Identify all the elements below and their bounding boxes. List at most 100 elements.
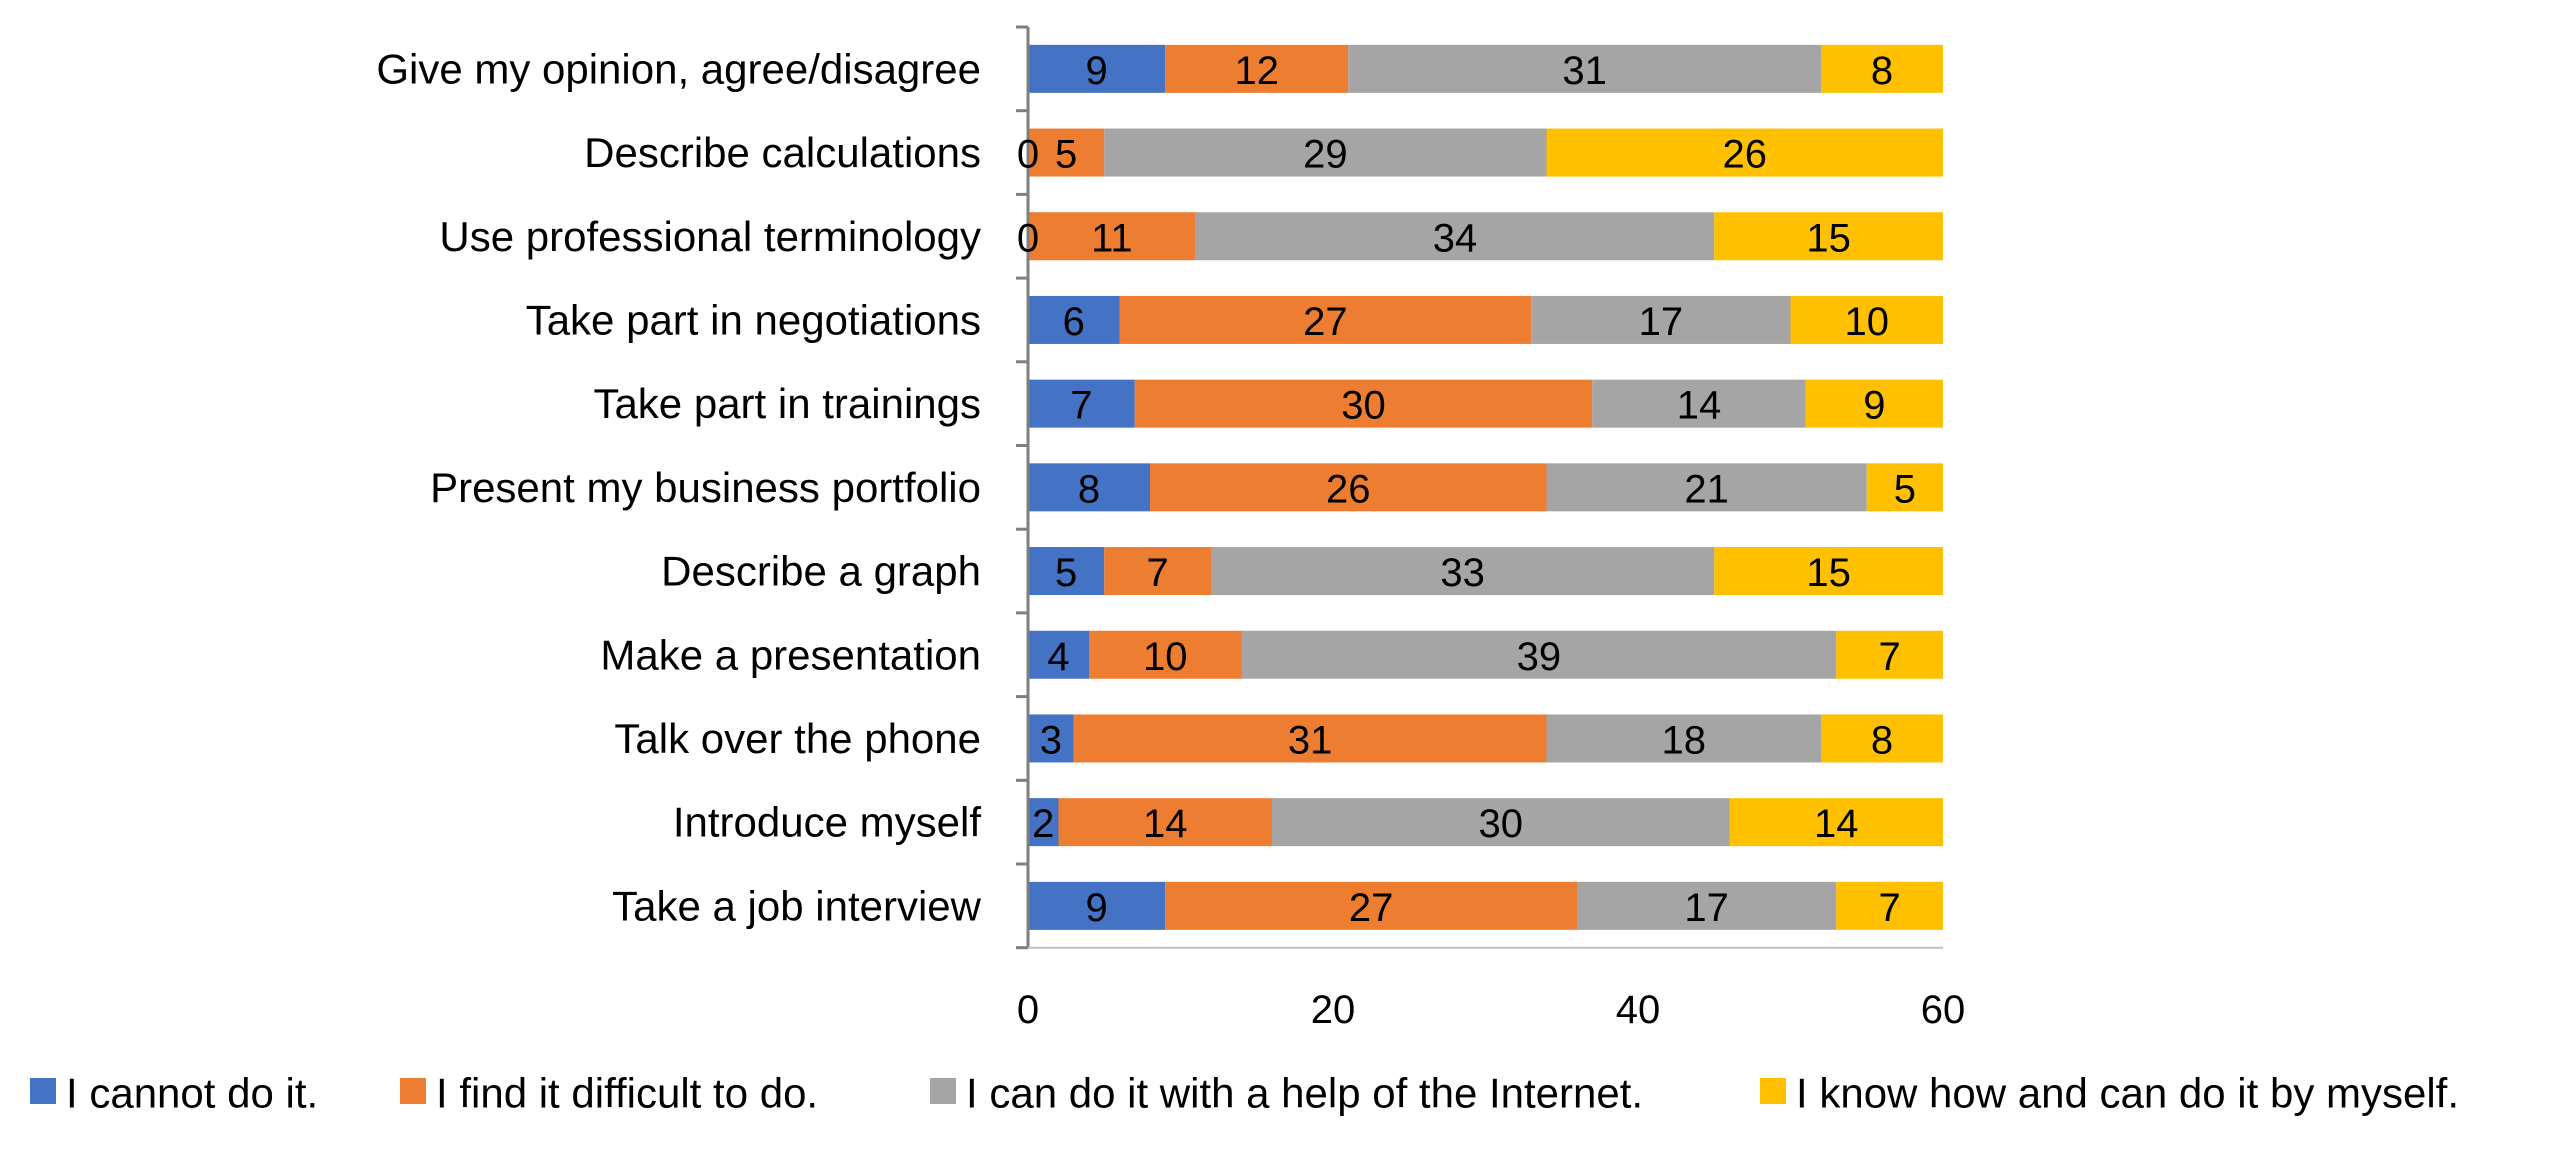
bar-take-part-in-trainings-series-2: [1134, 379, 1593, 428]
data-label-take-part-in-negotiations-series-3: 17: [1639, 300, 1684, 344]
data-label-take-a-job-interview-series-4: 7: [1879, 886, 1901, 930]
bar-describe-calculations-series-3: [1104, 128, 1547, 177]
data-label-describe-a-graph-series-2: 7: [1147, 551, 1169, 595]
bar-make-a-presentation-series-1: [1028, 630, 1089, 679]
data-label-describe-a-graph-series-4: 15: [1806, 551, 1851, 595]
data-label-use-professional-terminology-series-1: 0: [1017, 216, 1039, 260]
bar-take-part-in-trainings-series-4: [1805, 379, 1943, 428]
bar-describe-a-graph-series-4: [1714, 547, 1943, 596]
category-label-take-a-job-interview: Take a job interview: [612, 882, 982, 929]
data-label-use-professional-terminology-series-2: 11: [1091, 216, 1133, 260]
bar-talk-over-the-phone-series-4: [1821, 714, 1943, 763]
data-label-take-a-job-interview-series-3: 17: [1684, 886, 1729, 930]
data-label-describe-calculations-series-4: 26: [1723, 133, 1768, 177]
category-label-describe-calculations: Describe calculations: [584, 129, 981, 176]
data-label-take-part-in-trainings-series-4: 9: [1863, 384, 1885, 428]
bar-describe-calculations-series-2: [1028, 128, 1105, 177]
bar-make-a-presentation-series-4: [1836, 630, 1943, 679]
data-label-take-a-job-interview-series-1: 9: [1086, 886, 1108, 930]
data-label-make-a-presentation-series-3: 39: [1517, 635, 1562, 679]
bar-make-a-presentation-series-2: [1089, 630, 1242, 679]
bar-use-professional-terminology-series-4: [1714, 212, 1943, 261]
legend-label-series-4: I know how and can do it by myself.: [1796, 1070, 2459, 1117]
bar-present-my-business-portfolio-series-3: [1546, 463, 1867, 512]
data-label-describe-a-graph-series-1: 5: [1055, 551, 1077, 595]
data-label-take-part-in-trainings-series-3: 14: [1677, 384, 1722, 428]
data-label-give-my-opinion-agree-disagree-series-1: 9: [1086, 49, 1108, 93]
bar-describe-a-graph-series-2: [1104, 547, 1211, 596]
data-label-take-part-in-negotiations-series-1: 6: [1063, 300, 1085, 344]
x-tick-label-0: 0: [1017, 988, 1039, 1032]
bar-present-my-business-portfolio-series-4: [1866, 463, 1943, 512]
bar-give-my-opinion-agree-disagree-series-3: [1348, 44, 1821, 93]
bar-introduce-myself-series-2: [1058, 798, 1272, 847]
bar-take-a-job-interview-series-3: [1577, 881, 1837, 930]
category-label-give-my-opinion-agree-disagree: Give my opinion, agree/disagree: [376, 45, 981, 92]
bar-present-my-business-portfolio-series-1: [1028, 463, 1150, 512]
data-label-take-part-in-negotiations-series-4: 10: [1845, 300, 1890, 344]
data-label-talk-over-the-phone-series-1: 3: [1040, 718, 1062, 762]
bar-introduce-myself-series-4: [1729, 798, 1943, 847]
x-tick-label-20: 20: [1311, 988, 1356, 1032]
bar-take-part-in-negotiations-series-4: [1790, 295, 1943, 344]
bar-present-my-business-portfolio-series-2: [1150, 463, 1547, 512]
bar-describe-calculations-series-4: [1546, 128, 1943, 177]
bar-take-part-in-trainings-series-3: [1592, 379, 1806, 428]
bar-use-professional-terminology-series-2: [1028, 212, 1196, 261]
data-label-make-a-presentation-series-4: 7: [1879, 635, 1901, 679]
bar-describe-a-graph-series-1: [1028, 547, 1105, 596]
bar-introduce-myself-series-1: [1028, 798, 1059, 847]
data-label-take-part-in-negotiations-series-2: 27: [1303, 300, 1348, 344]
data-label-take-part-in-trainings-series-2: 30: [1341, 384, 1386, 428]
data-label-present-my-business-portfolio-series-2: 26: [1326, 467, 1371, 511]
bar-describe-a-graph-series-3: [1211, 547, 1715, 596]
data-label-give-my-opinion-agree-disagree-series-4: 8: [1871, 49, 1893, 93]
x-tick-label-40: 40: [1616, 988, 1661, 1032]
data-label-introduce-myself-series-3: 30: [1479, 802, 1524, 846]
axes: 0 20 40 60: [1016, 25, 1966, 1032]
category-label-take-part-in-negotiations: Take part in negotiations: [526, 296, 981, 343]
bar-introduce-myself-series-3: [1272, 798, 1730, 847]
data-label-introduce-myself-series-1: 2: [1032, 802, 1054, 846]
data-label-introduce-myself-series-2: 14: [1143, 802, 1188, 846]
bar-give-my-opinion-agree-disagree-series-2: [1165, 44, 1349, 93]
data-label-describe-calculations-series-2: 5: [1055, 133, 1077, 177]
bar-take-part-in-negotiations-series-2: [1119, 295, 1532, 344]
bar-talk-over-the-phone-series-2: [1073, 714, 1547, 763]
bars-layer: [1028, 44, 1943, 930]
data-label-use-professional-terminology-series-4: 15: [1806, 216, 1851, 260]
category-label-make-a-presentation: Make a presentation: [600, 631, 981, 678]
data-label-take-a-job-interview-series-2: 27: [1349, 886, 1394, 930]
bar-take-part-in-negotiations-series-1: [1028, 295, 1120, 344]
data-label-use-professional-terminology-series-3: 34: [1433, 216, 1478, 260]
bar-talk-over-the-phone-series-3: [1546, 714, 1821, 763]
data-label-give-my-opinion-agree-disagree-series-2: 12: [1235, 49, 1280, 93]
legend-swatch-series-1: [30, 1078, 56, 1104]
x-tick-label-60: 60: [1921, 988, 1966, 1032]
data-label-take-part-in-trainings-series-1: 7: [1070, 384, 1092, 428]
data-label-make-a-presentation-series-1: 4: [1047, 635, 1069, 679]
category-label-talk-over-the-phone: Talk over the phone: [614, 715, 981, 762]
bar-take-a-job-interview-series-4: [1836, 881, 1943, 930]
legend-label-series-2: I find it difficult to do.: [436, 1070, 818, 1117]
legend-label-series-3: I can do it with a help of the Internet.: [966, 1070, 1643, 1117]
bar-make-a-presentation-series-3: [1241, 630, 1837, 679]
data-label-present-my-business-portfolio-series-3: 21: [1684, 467, 1729, 511]
bar-talk-over-the-phone-series-1: [1028, 714, 1074, 763]
category-label-introduce-myself: Introduce myself: [673, 799, 981, 846]
bar-take-part-in-negotiations-series-3: [1531, 295, 1791, 344]
data-label-give-my-opinion-agree-disagree-series-3: 31: [1562, 49, 1607, 93]
data-label-describe-calculations-series-1: 0: [1017, 133, 1039, 177]
data-label-present-my-business-portfolio-series-1: 8: [1078, 467, 1100, 511]
data-label-describe-a-graph-series-3: 33: [1440, 551, 1485, 595]
legend-swatch-series-4: [1760, 1078, 1786, 1104]
category-labels: Give my opinion, agree/disagree Describe …: [376, 45, 981, 929]
data-label-introduce-myself-series-4: 14: [1814, 802, 1859, 846]
data-labels: 9 12 31 80 5 29 260 11 34 156 27 17 107 30 14 98 26 21 55 7…: [1017, 49, 1916, 930]
category-label-describe-a-graph: Describe a graph: [661, 548, 981, 595]
bar-take-a-job-interview-series-1: [1028, 881, 1166, 930]
bar-take-a-job-interview-series-2: [1165, 881, 1577, 930]
data-label-make-a-presentation-series-2: 10: [1143, 635, 1188, 679]
bar-take-part-in-trainings-series-1: [1028, 379, 1135, 428]
